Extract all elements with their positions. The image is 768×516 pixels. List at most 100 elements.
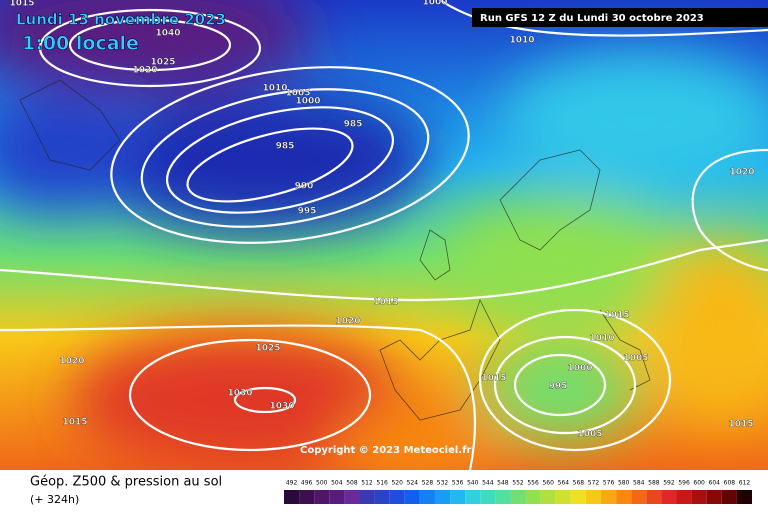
isobar-label: 1040 bbox=[155, 29, 180, 39]
scale-swatch bbox=[691, 490, 707, 504]
scale-label: 532 bbox=[437, 480, 449, 487]
scale-label: 572 bbox=[588, 480, 600, 487]
scale-label: 492 bbox=[286, 480, 298, 487]
scale-label: 516 bbox=[376, 480, 388, 487]
run-box bbox=[472, 8, 768, 27]
scale-swatch bbox=[495, 490, 511, 504]
scale-label: 496 bbox=[301, 480, 313, 487]
scale-swatch bbox=[465, 490, 481, 504]
isobar-label: 985 bbox=[276, 142, 295, 152]
scale-swatch bbox=[450, 490, 466, 504]
scale-swatch bbox=[299, 490, 315, 504]
isobar-label: 1000 bbox=[422, 0, 447, 8]
copyright: Copyright © 2023 Meteociel.fr bbox=[300, 445, 471, 456]
isobar-label: 1030 bbox=[269, 402, 294, 412]
isobar-label: 995 bbox=[549, 382, 568, 392]
isobar-label: 1010 bbox=[262, 84, 287, 94]
scale-label: 560 bbox=[542, 480, 554, 487]
isobar-label: 1010 bbox=[589, 334, 614, 344]
scale-swatch bbox=[540, 490, 556, 504]
scale-label: 508 bbox=[346, 480, 358, 487]
isobar-label: 1015 bbox=[728, 420, 753, 430]
isobar-labels: 1000104010251020101010101005100098598599… bbox=[9, 0, 754, 440]
scale-swatch bbox=[314, 490, 330, 504]
scale-label: 580 bbox=[618, 480, 630, 487]
isobar-label: 1025 bbox=[150, 58, 175, 68]
scale-swatch bbox=[480, 490, 496, 504]
local-time: 1:00 locale bbox=[22, 33, 139, 55]
scale-swatch bbox=[570, 490, 586, 504]
scale-swatch bbox=[359, 490, 375, 504]
coastlines bbox=[19, 79, 651, 421]
scale-swatch bbox=[389, 490, 405, 504]
footer-lead: (+ 324h) bbox=[30, 493, 79, 506]
scale-swatch bbox=[646, 490, 662, 504]
scale-swatch bbox=[525, 490, 541, 504]
isobar-label: 1000 bbox=[295, 97, 320, 107]
scale-label: 524 bbox=[407, 480, 419, 487]
scale-label: 592 bbox=[663, 480, 675, 487]
scale-swatch bbox=[616, 490, 632, 504]
isobar-label: 1005 bbox=[577, 430, 602, 440]
scale-label: 568 bbox=[573, 480, 585, 487]
scale-label: 528 bbox=[422, 480, 434, 487]
scale-swatch bbox=[676, 490, 692, 504]
scale-label: 520 bbox=[391, 480, 403, 487]
scale-label: 600 bbox=[693, 480, 705, 487]
scale-label: 564 bbox=[558, 480, 570, 487]
scale-label: 584 bbox=[633, 480, 645, 487]
isobars bbox=[0, 0, 768, 470]
scale-swatch bbox=[555, 490, 571, 504]
isobar-label: 1020 bbox=[59, 357, 84, 367]
isobar-label: 1020 bbox=[335, 317, 360, 327]
isobar-label: 1005 bbox=[623, 354, 648, 364]
scale-swatch bbox=[585, 490, 602, 504]
scale-swatch bbox=[631, 490, 647, 504]
scale-swatch bbox=[721, 490, 737, 504]
scale-label: 552 bbox=[512, 480, 524, 487]
scale-swatch bbox=[284, 490, 300, 504]
isobar-label: 1000 bbox=[567, 364, 592, 374]
scale-swatch bbox=[419, 490, 435, 504]
isobar-label: 1025 bbox=[255, 344, 280, 354]
footer-title: Géop. Z500 & pression au sol bbox=[30, 475, 222, 490]
scale-label: 588 bbox=[648, 480, 660, 487]
isobar-label: 985 bbox=[344, 120, 363, 130]
scale-label: 612 bbox=[739, 480, 751, 487]
isobar-label: 995 bbox=[298, 207, 317, 217]
scale-label: 576 bbox=[603, 480, 615, 487]
isobar-label: 1010 bbox=[509, 36, 534, 46]
scale-label: 500 bbox=[316, 480, 328, 487]
scale-swatch bbox=[329, 490, 345, 504]
scale-label: 512 bbox=[361, 480, 373, 487]
field bbox=[0, 0, 768, 480]
scale-label: 504 bbox=[331, 480, 343, 487]
scale-swatch bbox=[344, 490, 360, 504]
scale-swatch bbox=[661, 490, 677, 504]
scale-swatch bbox=[404, 490, 420, 504]
valid-date: Lundi 13 novembre 2023 bbox=[16, 11, 226, 29]
scale-label: 540 bbox=[467, 480, 479, 487]
scale-label: 608 bbox=[724, 480, 736, 487]
scale-label: 604 bbox=[709, 480, 721, 487]
scale-label: 544 bbox=[482, 480, 494, 487]
color-scale: 492 496 500 504 508 512 516 520 524 528 532 536 540 5… bbox=[284, 480, 752, 504]
scale-swatch bbox=[434, 490, 451, 504]
isobar-label: 1005 bbox=[285, 89, 310, 99]
scale-label: 556 bbox=[527, 480, 539, 487]
scale-label: 596 bbox=[678, 480, 690, 487]
scale-label: 536 bbox=[452, 480, 464, 487]
isobar-label: 990 bbox=[295, 182, 314, 192]
scale-swatch bbox=[374, 490, 390, 504]
scale-swatch bbox=[706, 490, 722, 504]
scale-swatch bbox=[510, 490, 526, 504]
isobar-label: 1030 bbox=[227, 389, 252, 399]
isobar-label: 1015 bbox=[9, 0, 34, 9]
isobar-label: 1020 bbox=[132, 66, 157, 76]
isobar-label: 1015 bbox=[62, 418, 87, 428]
isobar-label: 1015 bbox=[373, 298, 398, 308]
scale-swatch bbox=[601, 490, 617, 504]
run-info: Run GFS 12 Z du Lundi 30 octobre 2023 bbox=[480, 13, 704, 24]
isobar-label: 1015 bbox=[604, 311, 629, 321]
